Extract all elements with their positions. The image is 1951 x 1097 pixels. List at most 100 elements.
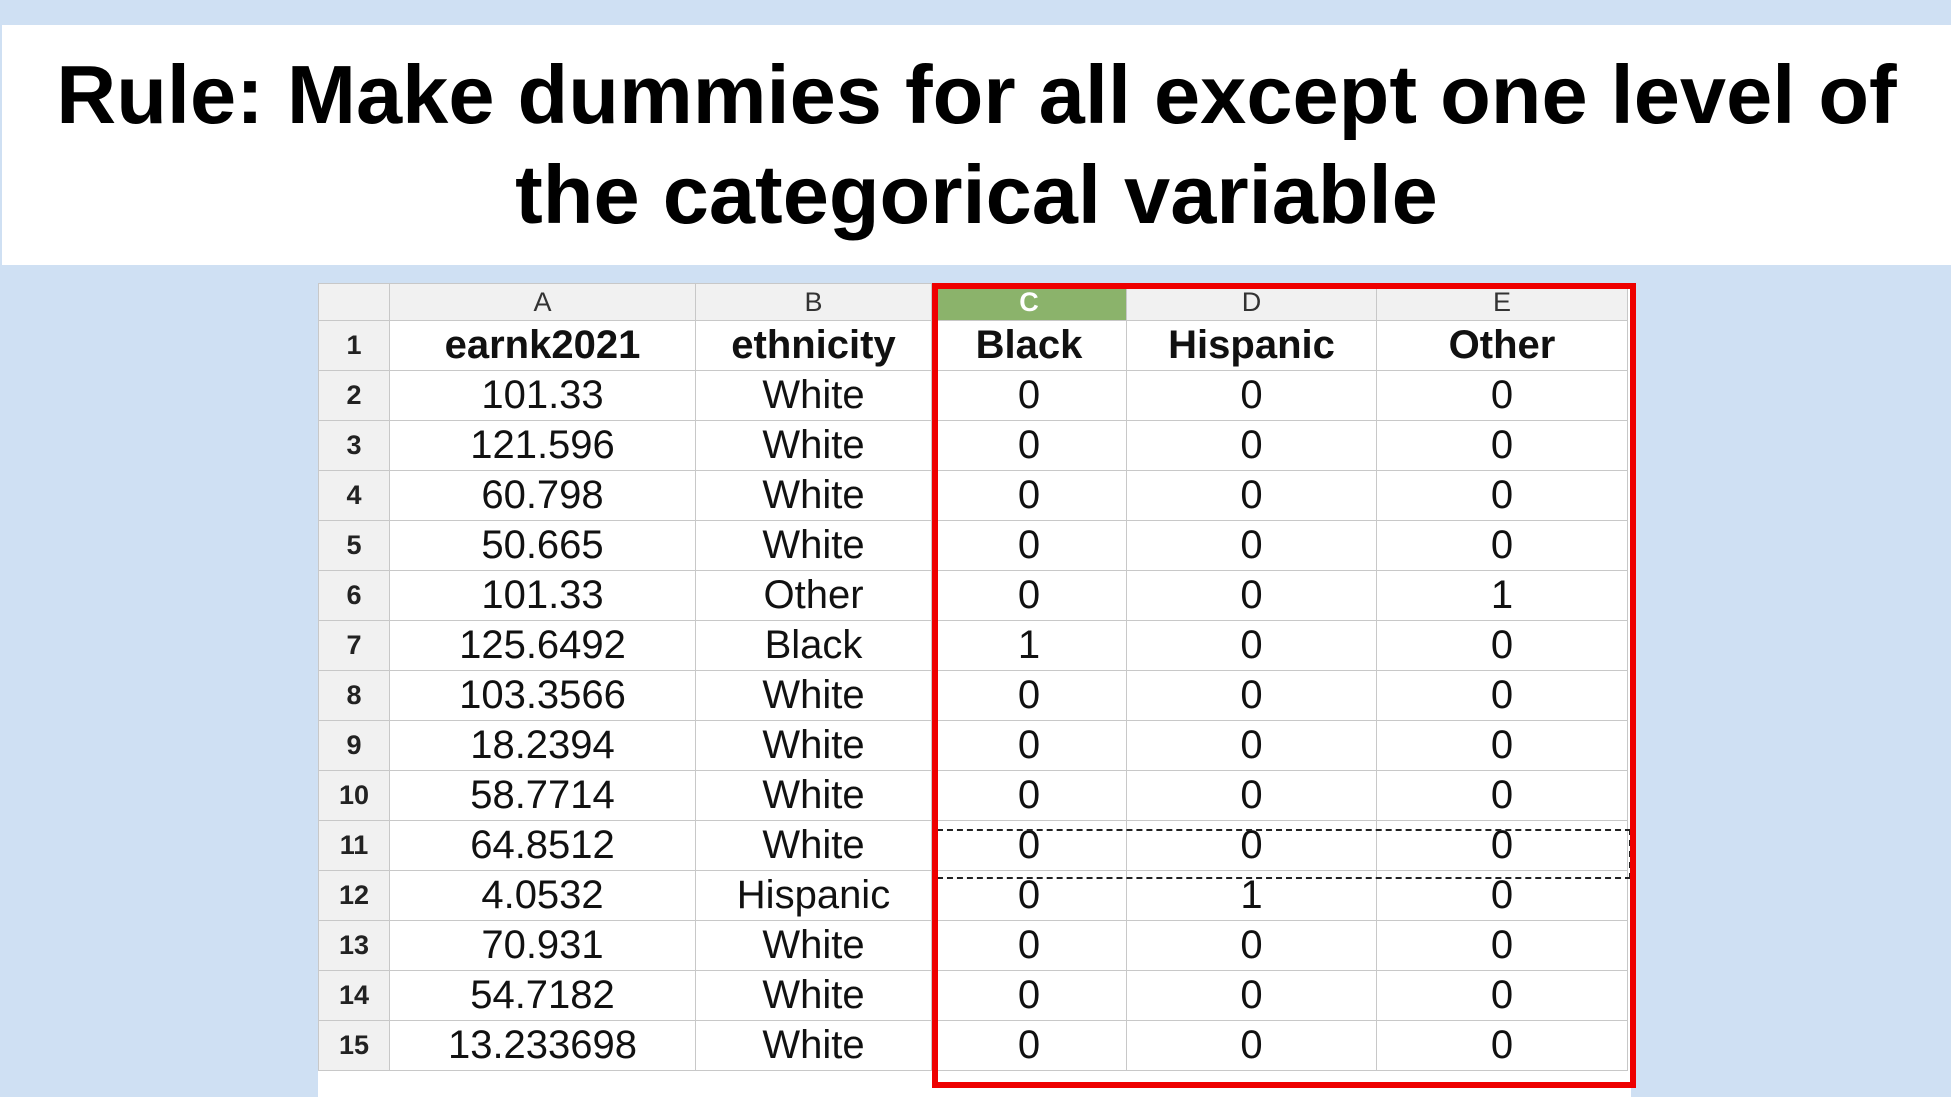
table-cell[interactable]: 0 [931, 820, 1127, 871]
table-cell[interactable]: 0 [931, 370, 1127, 421]
table-cell[interactable]: 4.0532 [389, 870, 696, 921]
table-cell[interactable]: 0 [1126, 620, 1377, 671]
table-cell[interactable]: 58.7714 [389, 770, 696, 821]
table-cell[interactable]: 0 [1376, 820, 1628, 871]
table-cell[interactable]: White [695, 520, 932, 571]
table-cell[interactable]: 0 [1376, 870, 1628, 921]
header-cell-hispanic[interactable]: Hispanic [1126, 320, 1377, 371]
table-cell[interactable]: 0 [1126, 570, 1377, 621]
table-cell[interactable]: 0 [1126, 820, 1377, 871]
table-cell[interactable]: 0 [1126, 670, 1377, 721]
table-cell[interactable]: 60.798 [389, 470, 696, 521]
table-cell[interactable]: 70.931 [389, 920, 696, 971]
row-header[interactable]: 6 [318, 570, 390, 621]
table-cell[interactable]: Black [695, 620, 932, 671]
table-cell[interactable]: 0 [1126, 920, 1377, 971]
table-cell[interactable]: 0 [1376, 970, 1628, 1021]
table-cell[interactable]: 0 [1126, 770, 1377, 821]
table-cell[interactable]: 0 [931, 470, 1127, 521]
table-cell[interactable]: 0 [1376, 720, 1628, 771]
select-all-corner[interactable] [318, 283, 390, 321]
row-header[interactable]: 3 [318, 420, 390, 471]
table-cell[interactable]: 0 [1376, 470, 1628, 521]
column-header-a[interactable]: A [389, 283, 696, 321]
column-header-b[interactable]: B [695, 283, 932, 321]
table-cell[interactable]: 0 [931, 770, 1127, 821]
table-cell[interactable]: 0 [931, 920, 1127, 971]
table-cell[interactable]: 64.8512 [389, 820, 696, 871]
table-cell[interactable]: 0 [1376, 920, 1628, 971]
table-cell[interactable]: White [695, 920, 932, 971]
header-cell-ethnicity[interactable]: ethnicity [695, 320, 932, 371]
title-line-1: Rule: Make dummies for all except one le… [56, 48, 1897, 141]
table-row: 11 64.8512 White 0 0 0 [318, 820, 1628, 871]
row-header[interactable]: 4 [318, 470, 390, 521]
table-row: 6 101.33 Other 0 0 1 [318, 570, 1628, 621]
table-cell[interactable]: 0 [1126, 720, 1377, 771]
table-cell[interactable]: 0 [931, 570, 1127, 621]
table-cell[interactable]: 0 [1376, 370, 1628, 421]
table-cell[interactable]: 0 [931, 670, 1127, 721]
row-header[interactable]: 1 [318, 320, 390, 371]
table-cell[interactable]: White [695, 720, 932, 771]
row-header[interactable]: 7 [318, 620, 390, 671]
table-cell[interactable]: 0 [931, 870, 1127, 921]
row-header[interactable]: 9 [318, 720, 390, 771]
row-header[interactable]: 2 [318, 370, 390, 421]
table-cell[interactable]: 0 [931, 1020, 1127, 1071]
row-header[interactable]: 5 [318, 520, 390, 571]
table-cell[interactable]: 54.7182 [389, 970, 696, 1021]
table-cell[interactable]: Other [695, 570, 932, 621]
row-header[interactable]: 12 [318, 870, 390, 921]
row-header[interactable]: 11 [318, 820, 390, 871]
table-cell[interactable]: 50.665 [389, 520, 696, 571]
table-cell[interactable]: 0 [1126, 520, 1377, 571]
table-cell[interactable]: 0 [1376, 1020, 1628, 1071]
table-cell[interactable]: White [695, 820, 932, 871]
column-header-e[interactable]: E [1376, 283, 1628, 321]
row-header[interactable]: 10 [318, 770, 390, 821]
table-cell[interactable]: 1 [1376, 570, 1628, 621]
table-cell[interactable]: White [695, 770, 932, 821]
table-cell[interactable]: 0 [931, 420, 1127, 471]
table-cell[interactable]: 0 [1376, 770, 1628, 821]
table-cell[interactable]: 103.3566 [389, 670, 696, 721]
table-cell[interactable]: 18.2394 [389, 720, 696, 771]
column-header-d[interactable]: D [1126, 283, 1377, 321]
column-header-c[interactable]: C [931, 283, 1127, 321]
table-cell[interactable]: 101.33 [389, 370, 696, 421]
row-header[interactable]: 8 [318, 670, 390, 721]
table-cell[interactable]: 0 [1376, 670, 1628, 721]
row-header[interactable]: 13 [318, 920, 390, 971]
table-cell[interactable]: 121.596 [389, 420, 696, 471]
table-cell[interactable]: 0 [931, 970, 1127, 1021]
row-header[interactable]: 14 [318, 970, 390, 1021]
table-cell[interactable]: White [695, 370, 932, 421]
row-header[interactable]: 15 [318, 1020, 390, 1071]
table-cell[interactable]: 101.33 [389, 570, 696, 621]
table-cell[interactable]: 1 [931, 620, 1127, 671]
table-cell[interactable]: 0 [931, 520, 1127, 571]
table-cell[interactable]: 0 [1126, 470, 1377, 521]
table-cell[interactable]: White [695, 470, 932, 521]
table-cell[interactable]: 0 [1376, 420, 1628, 471]
header-cell-black[interactable]: Black [931, 320, 1127, 371]
table-cell[interactable]: Hispanic [695, 870, 932, 921]
table-cell[interactable]: 0 [1126, 1020, 1377, 1071]
table-row: 8 103.3566 White 0 0 0 [318, 670, 1628, 721]
table-cell[interactable]: 13.233698 [389, 1020, 696, 1071]
table-cell[interactable]: White [695, 670, 932, 721]
table-cell[interactable]: White [695, 970, 932, 1021]
table-cell[interactable]: 0 [1376, 620, 1628, 671]
table-cell[interactable]: White [695, 1020, 932, 1071]
header-cell-earnk2021[interactable]: earnk2021 [389, 320, 696, 371]
table-cell[interactable]: 125.6492 [389, 620, 696, 671]
table-cell[interactable]: 0 [931, 720, 1127, 771]
table-cell[interactable]: 0 [1126, 420, 1377, 471]
table-cell[interactable]: 1 [1126, 870, 1377, 921]
table-cell[interactable]: 0 [1126, 970, 1377, 1021]
table-cell[interactable]: 0 [1126, 370, 1377, 421]
table-cell[interactable]: White [695, 420, 932, 471]
header-cell-other[interactable]: Other [1376, 320, 1628, 371]
table-cell[interactable]: 0 [1376, 520, 1628, 571]
